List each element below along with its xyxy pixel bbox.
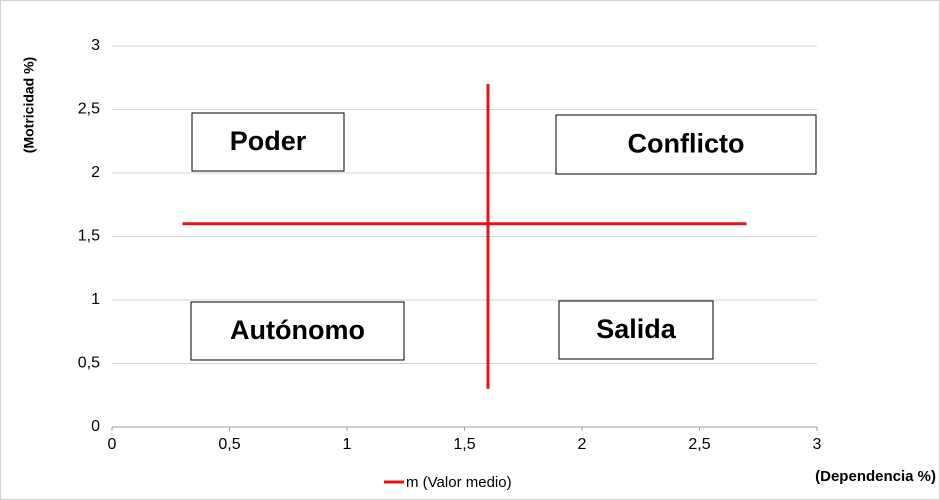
annotation-text: Salida [596, 314, 677, 344]
annotation-text: Autónomo [230, 315, 365, 345]
x-tick-label: 1 [343, 436, 352, 453]
y-tick-label: 0 [91, 418, 100, 435]
annotation-box: Conflicto [555, 114, 817, 175]
x-tick-label: 3 [813, 436, 822, 453]
y-tick-label: 1 [91, 291, 100, 308]
annotation-text: Poder [230, 126, 307, 156]
y-axis-label: (Motricidad %) [21, 57, 37, 153]
y-tick-label: 2 [91, 164, 100, 181]
y-tick-label: 2,5 [78, 101, 100, 118]
annotation-text: Conflicto [628, 129, 745, 159]
y-tick-label: 0,5 [78, 355, 100, 372]
legend-label: m (Valor medio) [406, 474, 512, 491]
annotation-box: Poder [191, 112, 345, 172]
x-axis-label: (Dependencia %) [815, 468, 936, 485]
annotation-box: Salida [558, 300, 714, 360]
y-tick-label: 3 [91, 37, 100, 54]
annotation-frame [190, 301, 405, 361]
x-tick-label: 1,5 [453, 436, 475, 453]
y-tick-label: 1,5 [78, 228, 100, 245]
x-tick-label: 0 [108, 436, 117, 453]
x-tick-label: 2,5 [688, 436, 710, 453]
x-tick-label: 2 [578, 436, 587, 453]
annotation-frame [555, 114, 817, 175]
x-tick-label: 0,5 [218, 436, 240, 453]
annotation-frame [558, 300, 714, 360]
annotation-frame [191, 112, 345, 172]
series-line [182, 84, 747, 389]
annotation-box: Autónomo [190, 301, 405, 361]
